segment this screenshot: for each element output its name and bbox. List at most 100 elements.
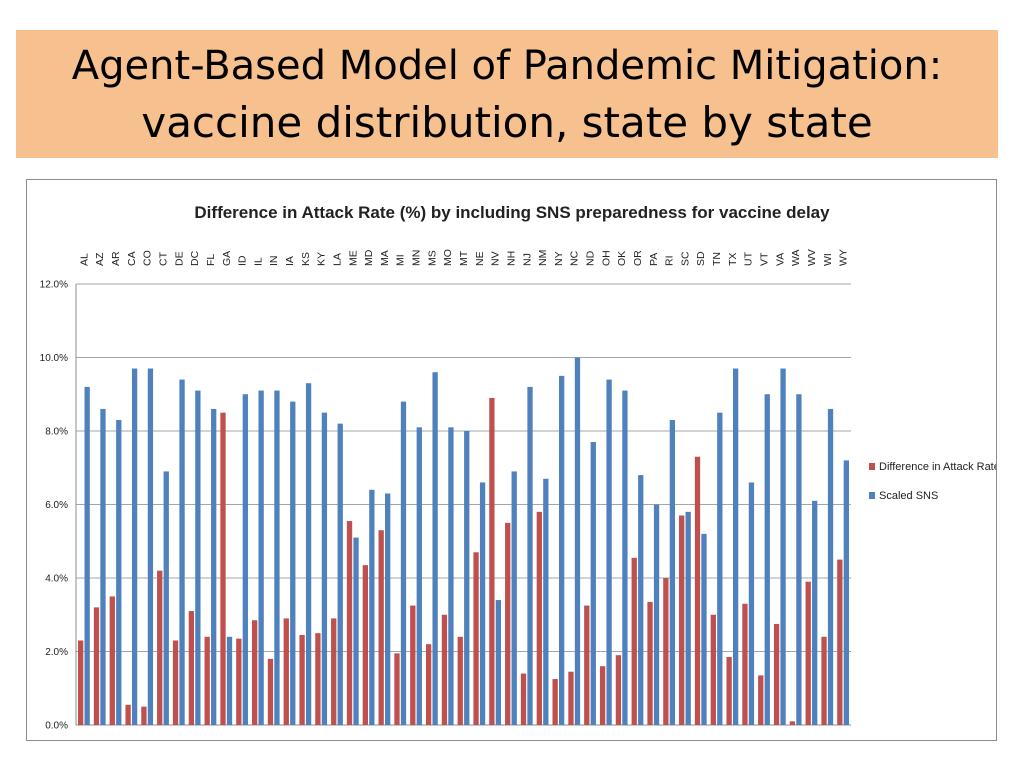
chart-title: Difference in Attack Rate (%) by includi… [194, 203, 830, 222]
bar-difference-attack-rate [599, 666, 606, 725]
bar-difference-attack-rate [647, 601, 653, 725]
bar-difference-attack-rate [141, 706, 147, 725]
x-tick-label: MT [458, 250, 470, 266]
x-tick-label: AL [78, 253, 90, 266]
bar-scaled-sns [827, 408, 834, 725]
x-tick-label: MI [395, 254, 407, 266]
bar-difference-attack-rate [789, 721, 796, 725]
bar-scaled-sns [843, 460, 849, 725]
bar-difference-attack-rate [631, 557, 637, 725]
bar-difference-attack-rate [441, 614, 448, 725]
x-tick-label: SD [695, 251, 707, 266]
x-tick-label: MA [379, 250, 391, 266]
bar-scaled-sns [558, 375, 565, 725]
x-tick-label: NY [553, 251, 565, 266]
bar-scaled-sns [590, 442, 596, 725]
x-tick-label: OR [632, 250, 644, 266]
x-tick-label: AZ [94, 252, 106, 266]
bar-difference-attack-rate [710, 614, 716, 725]
bar-difference-attack-rate [394, 653, 400, 725]
x-tick-label: NE [474, 251, 486, 266]
x-tick-label: KY [316, 252, 328, 266]
x-tick-label: ME [347, 250, 359, 266]
bar-difference-attack-rate [157, 570, 163, 725]
bar-difference-attack-rate [520, 673, 527, 725]
x-tick-label: FL [205, 254, 217, 266]
bar-difference-attack-rate [251, 620, 258, 725]
bar-scaled-sns [416, 427, 422, 725]
bar-scaled-sns [131, 368, 138, 725]
bar-scaled-sns [321, 412, 328, 725]
x-tick-label: NC [569, 250, 581, 266]
y-axis-ticks: 0.0% 2.0% 4.0% 6.0% 8.0% 10.0% 12.0% [40, 280, 68, 732]
bar-scaled-sns [543, 478, 549, 725]
bar-scaled-sns [432, 372, 438, 725]
bar-scaled-sns [748, 482, 755, 725]
bar-scaled-sns [290, 401, 296, 725]
bar-scaled-sns [353, 537, 359, 725]
bar-scaled-sns [100, 408, 106, 725]
x-tick-label: WI [822, 253, 834, 266]
x-tick-label: CT [157, 251, 169, 266]
x-tick-label: OK [616, 251, 628, 266]
x-tick-label: WV [806, 249, 818, 266]
bar-scaled-sns [732, 368, 739, 725]
x-tick-label: MS [426, 250, 438, 266]
bar-difference-attack-rate [457, 636, 463, 725]
bar-scaled-sns [796, 394, 802, 725]
bar-scaled-sns [147, 368, 154, 725]
bar-scaled-sns [464, 431, 470, 725]
x-tick-label: WA [790, 249, 802, 266]
bar-difference-attack-rate [552, 679, 558, 725]
x-tick-label: GA [221, 251, 233, 266]
y-tick-label: 12.0% [40, 280, 68, 291]
x-tick-label: CA [126, 251, 138, 266]
bar-scaled-sns [511, 471, 517, 725]
bar-difference-attack-rate [236, 638, 242, 725]
bar-scaled-sns [258, 390, 264, 725]
x-tick-label: NJ [521, 253, 533, 266]
bar-scaled-sns [764, 394, 770, 725]
x-tick-label: MN [411, 250, 423, 266]
x-tick-label: MD [363, 249, 375, 266]
bar-scaled-sns [116, 419, 122, 725]
x-tick-label: PA [648, 253, 660, 266]
bar-difference-attack-rate [346, 521, 353, 725]
x-tick-label: VT [759, 252, 771, 266]
x-axis-ticks: AL AZ AR CA CO CT DE DC FL GA ID IL IN IA KS KY LA ME MD MA… [78, 249, 849, 266]
bar-scaled-sns [305, 383, 312, 725]
bar-scaled-sns [211, 408, 217, 725]
x-tick-label: AR [110, 251, 122, 266]
chart-frame: Difference in Attack Rate (%) by includi… [26, 179, 997, 741]
bar-scaled-sns [195, 390, 201, 725]
legend-label: Scaled SNS [879, 490, 938, 502]
x-tick-label: RI [664, 256, 676, 267]
bar-scaled-sns [653, 504, 660, 725]
bar-difference-attack-rate [568, 671, 574, 725]
x-tick-label: OH [600, 250, 612, 266]
bar-scaled-sns [717, 412, 723, 725]
bar-difference-attack-rate [125, 704, 131, 725]
bar-difference-attack-rate [299, 634, 305, 725]
bar-scaled-sns [274, 390, 280, 725]
x-tick-label: TN [711, 252, 723, 266]
bar-scaled-sns [812, 500, 818, 725]
bar-difference-attack-rate [109, 596, 115, 725]
bar-difference-attack-rate [220, 412, 226, 725]
y-tick-label: 6.0% [45, 500, 68, 511]
x-tick-label: WY [838, 249, 850, 266]
bar-scaled-sns [163, 471, 169, 725]
bar-difference-attack-rate [204, 636, 210, 725]
bar-scaled-sns [226, 636, 233, 725]
bars [78, 357, 849, 725]
y-tick-label: 2.0% [45, 647, 68, 658]
bar-scaled-sns [606, 379, 612, 725]
y-tick-label: 0.0% [45, 721, 68, 732]
x-tick-label: IA [284, 256, 296, 266]
bar-difference-attack-rate [378, 530, 384, 725]
bar-scaled-sns [622, 390, 628, 725]
bar-scaled-sns [179, 379, 185, 725]
x-tick-label: KS [300, 252, 312, 266]
bar-scaled-sns [669, 419, 676, 725]
bar-difference-attack-rate [331, 618, 337, 725]
